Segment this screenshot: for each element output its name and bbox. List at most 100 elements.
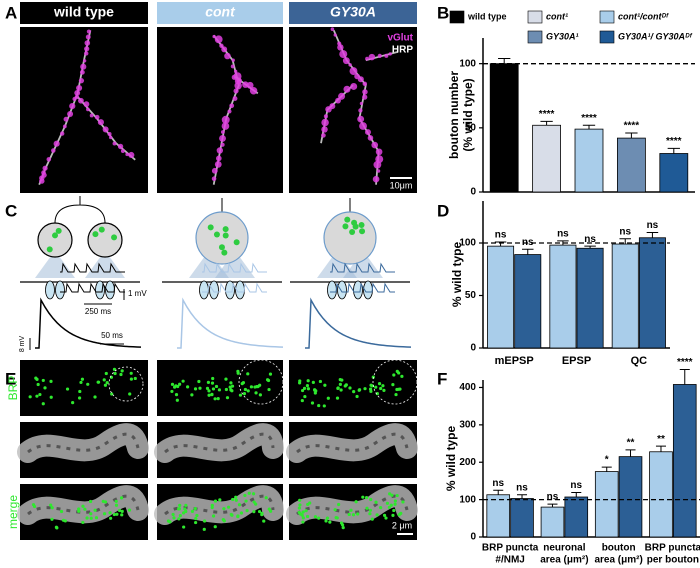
bouton [112,141,117,146]
vesicle [358,222,365,229]
brp-puncta [305,384,310,388]
scale-label: 2 μm [392,520,412,530]
error-bar [540,120,553,126]
release-cone [35,256,75,278]
y-axis-label: (% wild type) [461,78,475,151]
panel-label: D [437,201,449,220]
bar [514,254,542,349]
vesicle [342,223,349,230]
legend-label: GY30A¹/ GY30Aᴰᶠ [618,31,693,41]
brp-puncta [236,514,240,519]
brp-puncta [255,385,259,389]
panel-label: E [5,369,16,388]
error-bar [521,248,534,255]
bouton [338,92,346,100]
brp-puncta [186,385,190,389]
brp-puncta [190,509,195,513]
brp-puncta [230,384,235,388]
bar [510,498,534,538]
brp-puncta [242,391,247,396]
bouton [333,33,337,37]
vesicle [111,234,118,241]
brp-puncta [303,394,307,399]
brp-puncta [254,391,258,395]
vesicle [222,226,229,233]
bouton [249,86,258,95]
brp-puncta [80,377,85,381]
brp-puncta [317,516,321,520]
bouton [224,52,231,60]
bouton [84,46,90,52]
brp-puncta [390,493,394,497]
bouton [79,69,85,75]
brp-puncta [301,520,305,524]
brp-puncta [236,369,240,373]
mini-trace [330,262,395,273]
bar [618,456,643,538]
bouton-cell [37,222,73,258]
brp-puncta [128,392,132,396]
significance: ns [647,220,659,231]
brp-puncta [302,386,307,390]
brp-puncta [375,513,379,517]
brp-puncta [301,516,305,520]
header-box [157,2,283,24]
brp-puncta [207,389,211,393]
bouton [85,34,91,40]
error-bar [517,494,528,499]
brp-puncta [213,525,217,529]
brp-puncta [71,401,75,405]
brp-puncta [247,491,251,495]
significance: * [605,455,609,466]
brp-puncta [195,513,199,518]
brp-puncta [118,508,122,513]
brp-puncta [65,387,70,391]
brp-puncta [109,375,114,379]
brp-puncta [401,500,405,504]
brp-puncta [395,493,399,498]
brp-puncta [311,380,315,384]
significance: ns [584,234,596,245]
bouton-cell [87,222,123,258]
legend-swatch [449,10,465,24]
brp-puncta [344,383,348,387]
brp-puncta [210,503,214,507]
bouton [97,119,104,126]
panel-label: A [5,3,17,22]
bar [540,506,565,538]
brp-puncta [338,382,342,386]
brp-puncta [49,503,53,507]
brp-puncta [341,526,345,530]
vesicle [233,239,240,246]
legend-label: wild type [467,11,507,21]
bouton [220,142,225,147]
vesicle [52,232,59,239]
image-panel [157,27,283,193]
brp-puncta [202,519,207,523]
bouton [84,40,91,46]
mini-trace [60,262,125,273]
brp-puncta [340,378,344,382]
x-tick-label: bouton [602,543,636,554]
brp-puncta [133,376,137,381]
brp-puncta [193,507,197,511]
error-bar [646,232,659,238]
brp-puncta [89,512,93,516]
brp-puncta [94,516,99,520]
bouton [117,143,124,150]
channel [337,280,347,300]
brp-puncta [389,503,393,507]
vesicle [349,229,356,236]
vesicle [222,232,229,239]
error-bar [498,58,511,64]
bouton [330,27,335,32]
brp-puncta [88,499,93,504]
bouton [349,67,358,76]
brp-puncta [382,513,387,517]
bouton [125,152,129,157]
bouton [227,109,232,114]
brp-puncta [78,389,82,394]
brp-puncta [369,383,373,387]
brp-puncta [129,371,133,375]
brp-puncta [325,516,330,520]
